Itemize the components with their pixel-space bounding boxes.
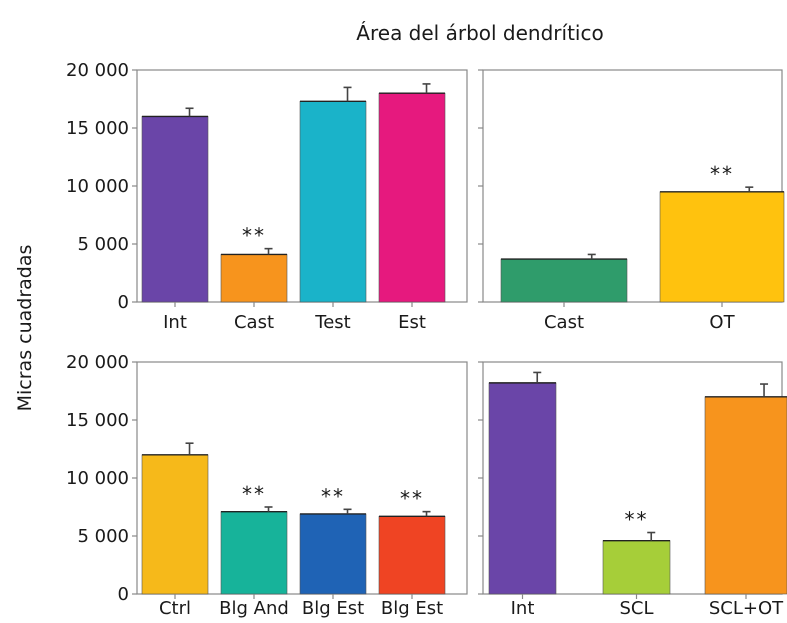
- y-tick-label: 0: [118, 584, 129, 605]
- significance-label: **: [242, 224, 266, 248]
- bar-blg-and: [220, 511, 288, 595]
- panel-4: Int ** SCL SCL+OT: [478, 361, 787, 619]
- y-tick-label: 20 000: [66, 352, 129, 373]
- bar-blg-est: [378, 515, 446, 595]
- category-label: SCL+OT: [709, 598, 784, 619]
- y-tick-label: 15 000: [66, 118, 129, 139]
- y-tick-label: 10 000: [66, 468, 129, 489]
- bar-est: [378, 92, 446, 303]
- category-label: Cast: [234, 312, 274, 333]
- category-label: Ctrl: [159, 598, 191, 619]
- chart-panels: 20 000 15 000 10 000 5 000 0 Int ** Cast Test Est…: [66, 60, 787, 619]
- significance-label: **: [242, 482, 266, 506]
- significance-label: **: [710, 162, 734, 186]
- category-label: Blg And: [219, 598, 289, 619]
- significance-label: **: [400, 487, 424, 511]
- bar-cast: [220, 254, 288, 303]
- panel-2: Cast ** OT: [478, 69, 785, 333]
- bar-blg-est: [299, 513, 367, 595]
- y-tick-label: 0: [118, 292, 129, 313]
- category-label: Est: [398, 312, 426, 333]
- bar-test: [299, 101, 367, 303]
- category-label: OT: [709, 312, 735, 333]
- category-label: Blg Est: [302, 598, 364, 619]
- y-tick-label: 15 000: [66, 410, 129, 431]
- bar-int: [488, 382, 557, 595]
- significance-label: **: [625, 508, 649, 532]
- y-tick-label: 10 000: [66, 176, 129, 197]
- category-label: Int: [511, 598, 535, 619]
- significance-label: **: [321, 484, 345, 508]
- bar-int: [141, 116, 209, 303]
- bar-scl: [602, 540, 671, 595]
- bar-ot: [659, 191, 785, 303]
- chart-title: Área del árbol dendrítico: [356, 21, 603, 45]
- y-tick-label: 5 000: [77, 526, 129, 547]
- bar-ctrl: [141, 454, 209, 595]
- panel-3: 20 000 15 000 10 000 5 000 0 Ctrl ** Blg And ** B…: [66, 352, 468, 619]
- y-tick-label: 5 000: [77, 234, 129, 255]
- category-label: Cast: [544, 312, 584, 333]
- panel-1: 20 000 15 000 10 000 5 000 0 Int ** Cast Test Est: [66, 60, 468, 333]
- category-label: Blg Est: [381, 598, 443, 619]
- category-label: Int: [163, 312, 187, 333]
- bar-scl-ot: [704, 396, 787, 595]
- category-label: Test: [314, 312, 350, 333]
- category-label: SCL: [619, 598, 653, 619]
- bar-cast: [500, 258, 628, 303]
- y-tick-label: 20 000: [66, 60, 129, 81]
- y-axis-label: Micras cuadradas: [14, 245, 36, 412]
